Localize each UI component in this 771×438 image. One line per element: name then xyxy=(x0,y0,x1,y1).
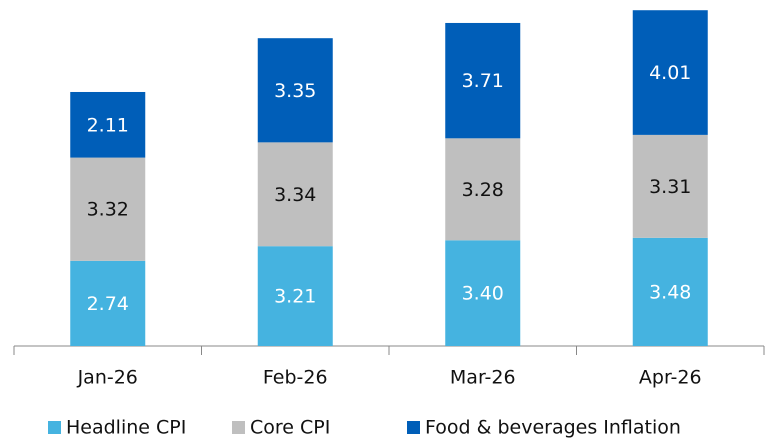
legend-swatch xyxy=(48,421,61,434)
bar-segment xyxy=(257,38,333,143)
data-label: 4.01 xyxy=(649,62,691,84)
bar-segment xyxy=(70,260,146,346)
bar-segment xyxy=(632,237,708,346)
bar-segment xyxy=(70,157,146,261)
bar-segment xyxy=(70,91,146,158)
x-tick-label: Apr-26 xyxy=(639,367,702,389)
x-tick-label: Feb-26 xyxy=(263,367,328,389)
bar-segment xyxy=(257,142,333,247)
legend-label: Core CPI xyxy=(250,417,330,438)
x-tick-label: Jan-26 xyxy=(77,367,138,389)
data-label: 3.34 xyxy=(274,184,316,206)
data-label: 3.32 xyxy=(87,199,129,221)
bar-segment xyxy=(445,22,521,139)
legend-label: Headline CPI xyxy=(66,417,186,438)
data-label: 2.74 xyxy=(87,293,129,315)
x-tick-label: Mar-26 xyxy=(450,367,516,389)
bar-segment xyxy=(445,240,521,346)
data-label: 3.31 xyxy=(649,176,691,198)
data-label: 3.21 xyxy=(274,286,316,308)
data-label: 2.11 xyxy=(87,114,129,136)
legend-swatch xyxy=(407,421,420,434)
bar-segment xyxy=(632,10,708,135)
data-label: 3.71 xyxy=(462,70,504,92)
legend-swatch xyxy=(232,421,245,434)
data-label: 3.48 xyxy=(649,281,691,303)
bar-segment xyxy=(632,134,708,238)
legend-label: Food & beverages Inflation xyxy=(425,417,681,438)
data-label: 3.35 xyxy=(274,80,316,102)
bar-segment xyxy=(257,246,333,346)
data-label: 3.28 xyxy=(462,179,504,201)
bar-segment xyxy=(445,138,521,241)
data-label: 3.40 xyxy=(462,283,504,305)
